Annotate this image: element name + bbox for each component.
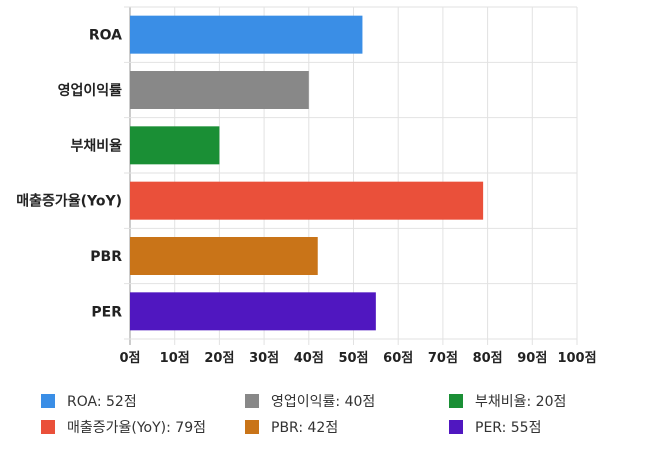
category-label: 영업이익률 (58, 82, 123, 99)
legend-label: 부채비율: 20점 (475, 394, 567, 410)
category-label: PBR (90, 249, 122, 265)
bar-0 (130, 15, 363, 54)
category-label: PER (91, 304, 122, 320)
x-tick-label: 100점 (557, 351, 596, 366)
legend-swatch (245, 420, 259, 434)
bar-2 (130, 126, 220, 165)
legend-item-per: PER: 55점 (449, 417, 541, 437)
legend-label: PER: 55점 (475, 420, 542, 436)
x-tick-label: 10점 (160, 351, 190, 366)
legend-swatch (245, 394, 259, 408)
legend-swatch (449, 420, 463, 434)
legend-item-revenue-growth: 매출증가율(YoY): 79점 (41, 417, 206, 437)
legend-item-debt-ratio: 부채비율: 20점 (449, 391, 566, 411)
x-tick-label: 0점 (119, 351, 140, 366)
x-tick-label: 20점 (204, 351, 234, 366)
category-label: ROA (89, 28, 122, 44)
legend-swatch (41, 420, 55, 434)
category-label: 부채비율 (70, 137, 122, 154)
x-tick-labels: 0점 10점 20점 30점 40점 50점 60점 70점 80점 90점 100점 (119, 351, 596, 366)
legend-label: PBR: 42점 (271, 420, 339, 436)
x-tick-label: 80점 (473, 351, 503, 366)
legend-label: 매출증가율(YoY): 79점 (67, 420, 206, 436)
bars (130, 15, 484, 331)
x-tick-label: 50점 (338, 351, 368, 366)
legend-swatch (449, 394, 463, 408)
grid-lines (124, 6, 578, 345)
legend-item-operating-margin: 영업이익률: 40점 (245, 391, 375, 411)
x-tick-label: 30점 (249, 351, 279, 366)
x-tick-label: 70점 (428, 351, 458, 366)
x-tick-label: 60점 (383, 351, 413, 366)
legend-swatch (41, 394, 55, 408)
category-label: 매출증가율(YoY) (16, 193, 122, 210)
legend-label: ROA: 52점 (67, 394, 137, 410)
x-tick-label: 40점 (294, 351, 324, 366)
legend-item-pbr: PBR: 42점 (245, 417, 338, 437)
bar-3 (130, 181, 484, 220)
bar-1 (130, 71, 309, 109)
bar-5 (130, 292, 376, 331)
legend-label: 영업이익률: 40점 (271, 394, 376, 410)
bar-4 (130, 237, 318, 275)
x-tick-label: 90점 (517, 351, 547, 366)
legend-item-roa: ROA: 52점 (41, 391, 137, 411)
